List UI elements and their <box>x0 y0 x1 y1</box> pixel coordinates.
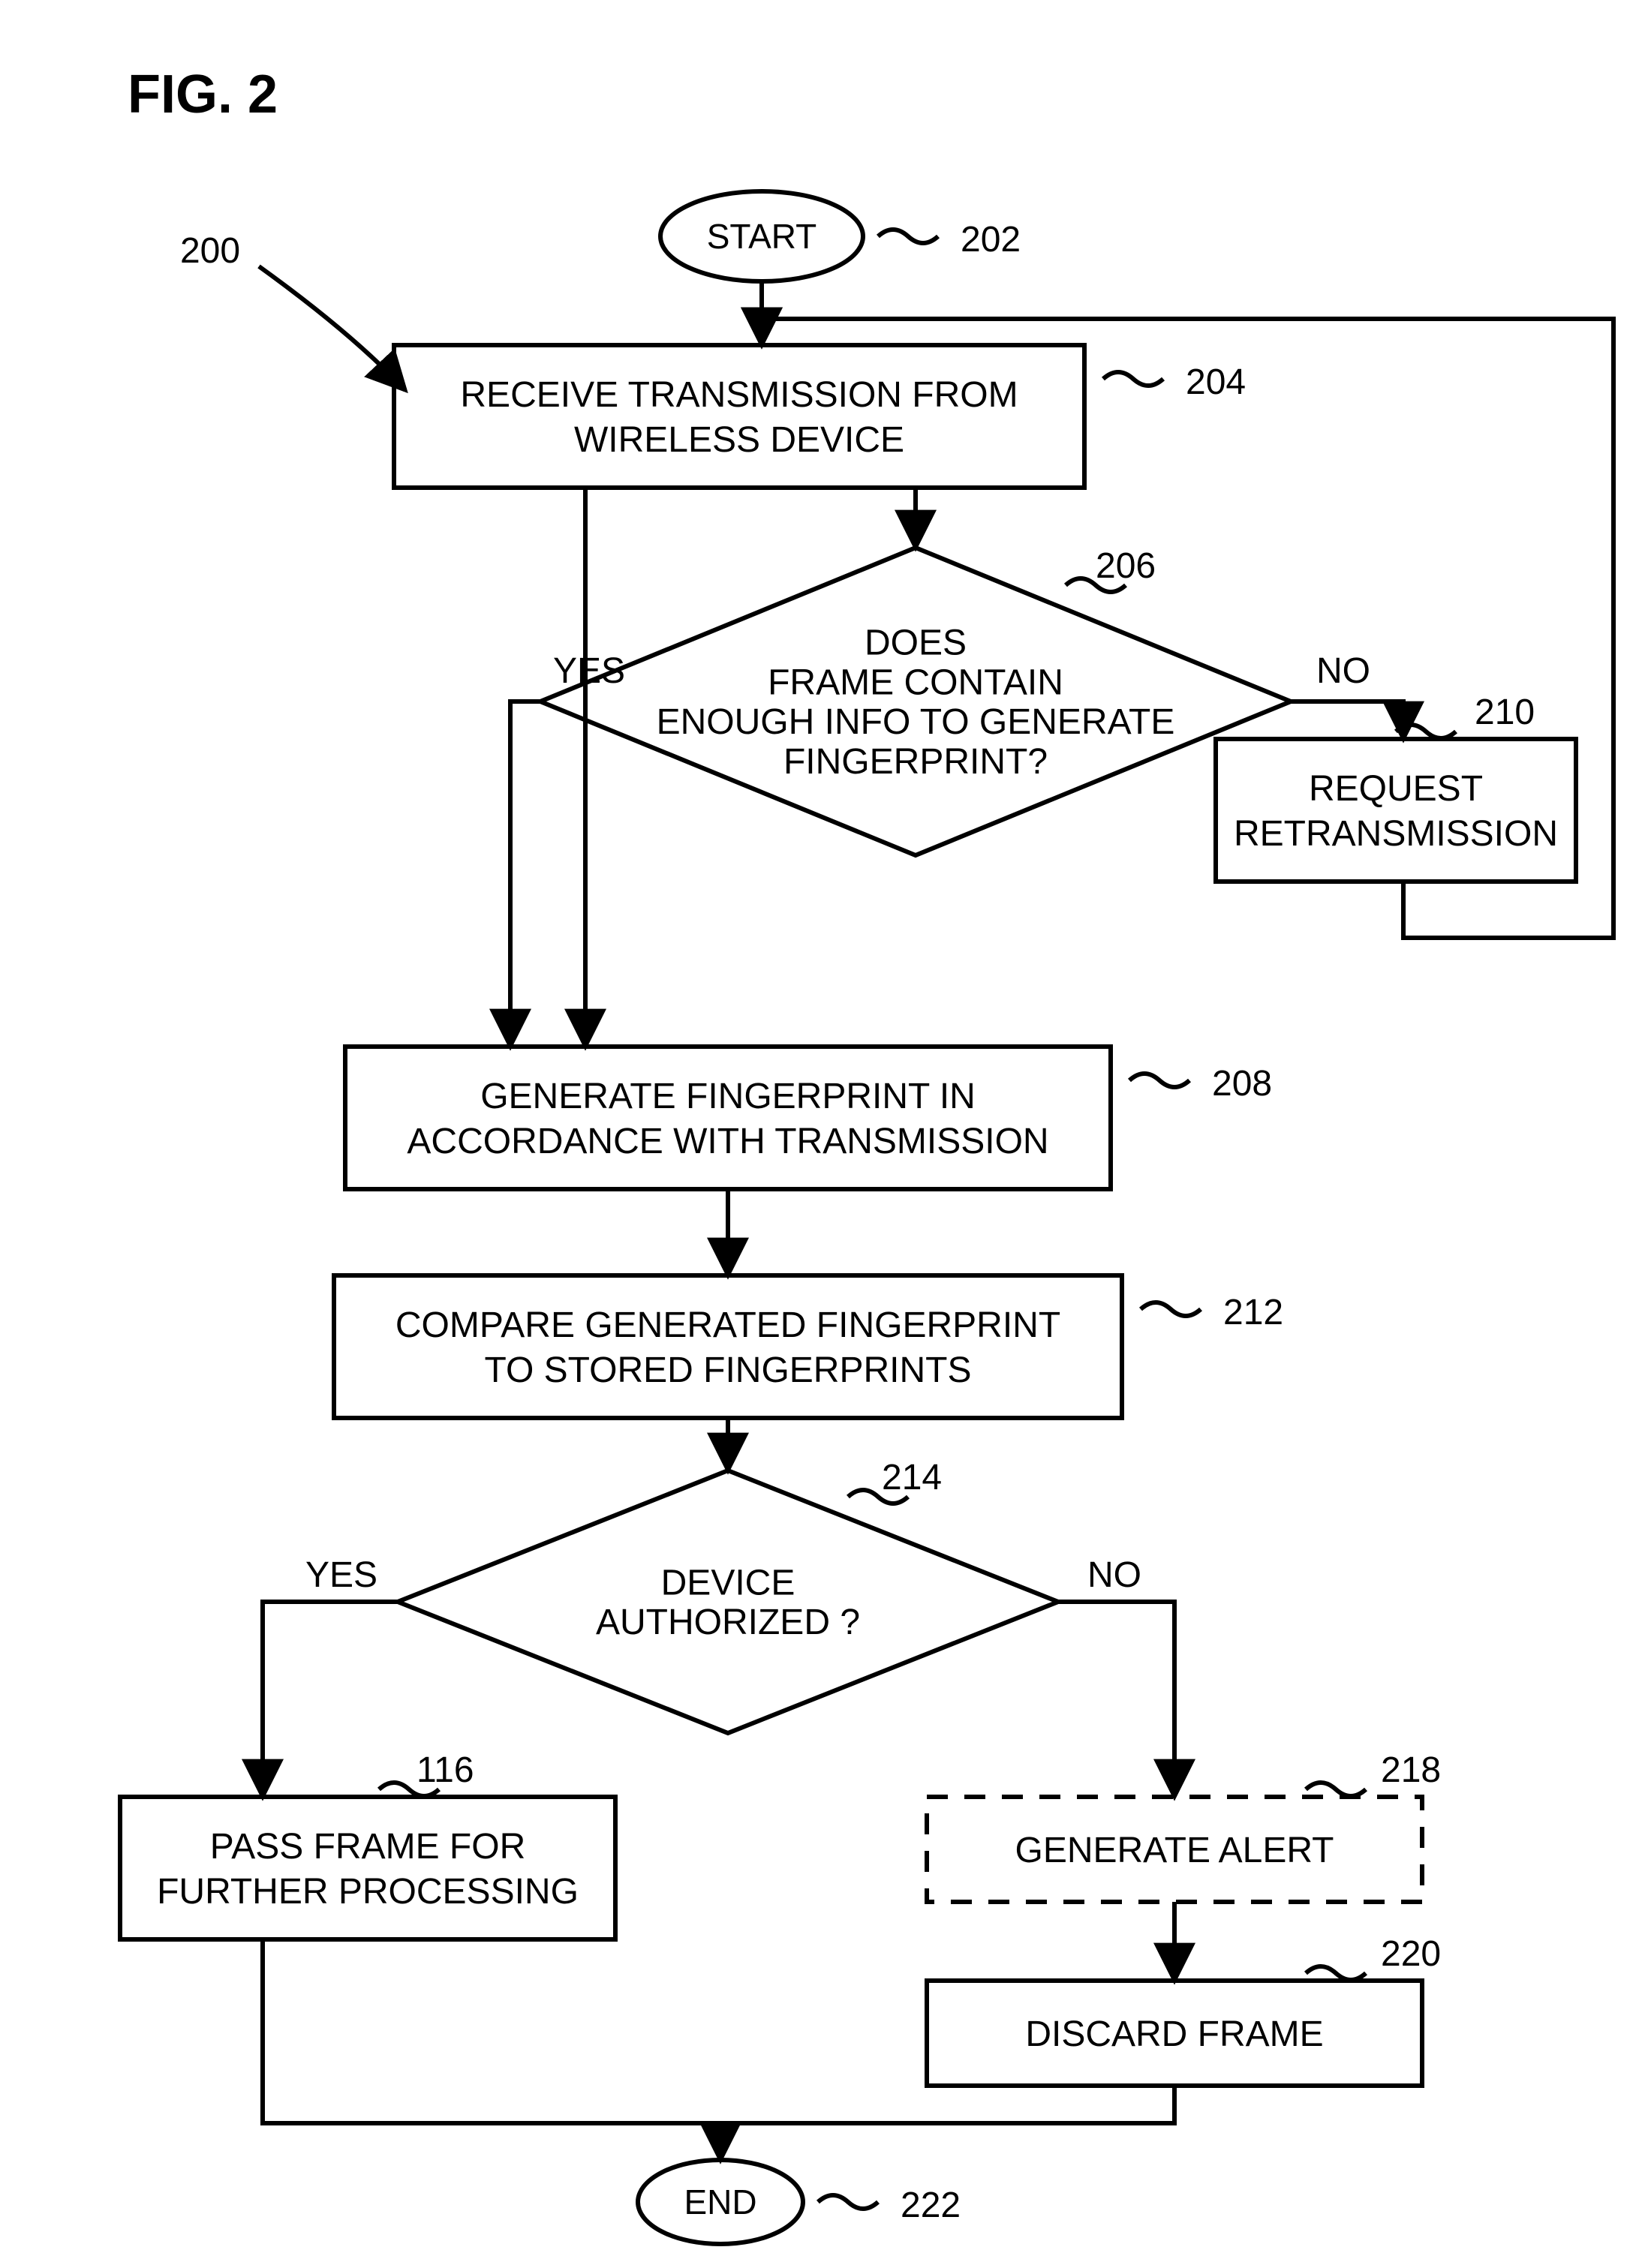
ref-squiggle-0 <box>878 230 938 243</box>
figure-title: FIG. 2 <box>128 65 278 125</box>
ref-numeral-pass: 116 <box>417 1750 474 1790</box>
ref-numeral-recv: 204 <box>1186 362 1246 402</box>
ref-numeral-gen: 208 <box>1212 1064 1272 1104</box>
decision-dec1-text-3: FINGERPRINT? <box>783 742 1048 782</box>
process-discard-text-0: DISCARD FRAME <box>1025 2014 1323 2054</box>
ref-numeral-retrans: 210 <box>1475 692 1535 732</box>
decision-dec1-text-1: FRAME CONTAIN <box>768 662 1063 702</box>
process-cmp-text-1: TO STORED FINGERPRINTS <box>485 1350 972 1390</box>
ref-squiggle-9 <box>1306 1966 1366 1980</box>
figure-ref-arrow <box>259 266 405 390</box>
ref-numeral-dec1: 206 <box>1096 546 1156 586</box>
edge-3 <box>510 701 540 1047</box>
process-retrans-text-1: RETRANSMISSION <box>1234 814 1558 854</box>
process-gen-text-0: GENERATE FINGERPRINT IN <box>480 1077 976 1116</box>
edge-9 <box>1058 1602 1174 1797</box>
edge-11 <box>263 1939 720 2160</box>
ref-numeral-end: 222 <box>901 2185 961 2225</box>
figure-ref-numeral: 200 <box>180 231 240 271</box>
process-cmp <box>334 1275 1122 1418</box>
ref-numeral-discard: 220 <box>1381 1934 1441 1974</box>
process-recv-text-0: RECEIVE TRANSMISSION FROM <box>460 375 1018 415</box>
edge-8 <box>263 1602 398 1797</box>
process-cmp-text-0: COMPARE GENERATED FINGERPRINT <box>395 1305 1060 1345</box>
process-recv <box>394 345 1084 488</box>
edge-8-label: YES <box>305 1555 377 1595</box>
ref-numeral-dec2: 214 <box>882 1458 942 1497</box>
ref-squiggle-1 <box>1103 372 1163 386</box>
process-gen <box>345 1047 1111 1189</box>
decision-dec1-text-2: ENOUGH INFO TO GENERATE <box>657 702 1175 742</box>
edge-3-label: YES <box>553 651 625 691</box>
ref-squiggle-8 <box>1306 1783 1366 1796</box>
process-alert-text-0: GENERATE ALERT <box>1015 1831 1334 1870</box>
process-recv-text-1: WIRELESS DEVICE <box>574 420 904 460</box>
ref-numeral-start: 202 <box>961 220 1021 260</box>
edge-4-label: NO <box>1316 651 1370 691</box>
process-pass-text-1: FURTHER PROCESSING <box>157 1872 579 1912</box>
decision-dec2-text-0: DEVICE <box>661 1563 795 1603</box>
process-gen-text-1: ACCORDANCE WITH TRANSMISSION <box>407 1122 1048 1161</box>
process-retrans <box>1216 739 1576 882</box>
terminal-end-label: END <box>684 2182 756 2221</box>
ref-numeral-alert: 218 <box>1381 1750 1441 1790</box>
process-retrans-text-0: REQUEST <box>1309 769 1483 809</box>
ref-squiggle-4 <box>1129 1074 1189 1087</box>
terminal-start-label: START <box>707 217 817 256</box>
decision-dec1-text-0: DOES <box>865 623 967 663</box>
edge-12 <box>720 2086 1174 2160</box>
edge-4 <box>1291 701 1403 739</box>
process-pass-text-0: PASS FRAME FOR <box>210 1827 526 1867</box>
edge-9-label: NO <box>1087 1555 1141 1595</box>
decision-dec2-text-1: AUTHORIZED ? <box>596 1603 860 1642</box>
ref-numeral-cmp: 212 <box>1223 1293 1283 1332</box>
ref-squiggle-10 <box>818 2195 878 2209</box>
process-pass <box>120 1797 615 1939</box>
ref-squiggle-5 <box>1141 1302 1201 1316</box>
